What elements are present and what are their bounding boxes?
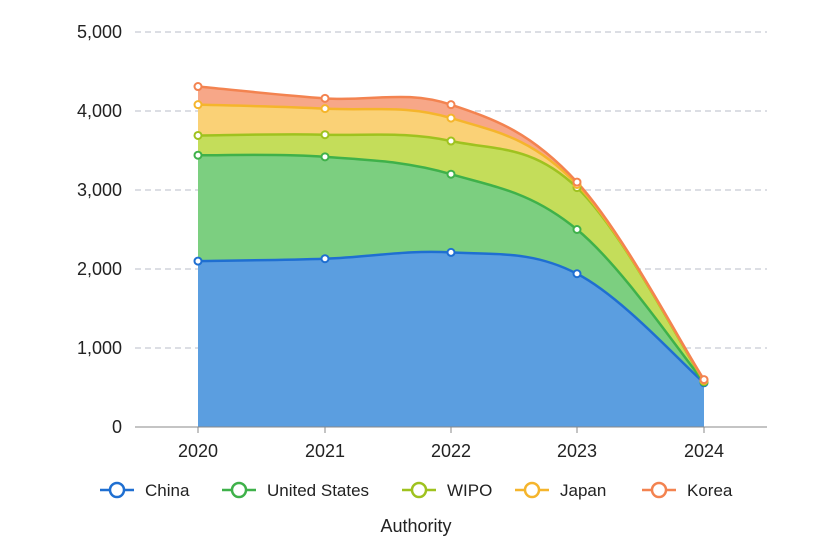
legend-item-korea[interactable]: Korea [642, 481, 733, 500]
legend-label: Japan [560, 481, 606, 500]
data-point[interactable] [574, 179, 581, 186]
y-tick-label: 2,000 [77, 259, 122, 279]
y-tick-label: 5,000 [77, 22, 122, 42]
x-tick-label: 2022 [431, 441, 471, 461]
legend-marker [652, 483, 666, 497]
legend-label: WIPO [447, 481, 492, 500]
data-point[interactable] [448, 249, 455, 256]
y-tick-label: 1,000 [77, 338, 122, 358]
data-point[interactable] [195, 152, 202, 159]
x-tick-label: 2023 [557, 441, 597, 461]
legend-item-united-states[interactable]: United States [222, 481, 369, 500]
data-point[interactable] [448, 171, 455, 178]
data-point[interactable] [195, 258, 202, 265]
y-tick-label: 0 [112, 417, 122, 437]
data-point[interactable] [322, 131, 329, 138]
data-point[interactable] [195, 132, 202, 139]
legend-marker [232, 483, 246, 497]
data-point[interactable] [448, 101, 455, 108]
legend-label: United States [267, 481, 369, 500]
data-point[interactable] [195, 101, 202, 108]
data-point[interactable] [322, 95, 329, 102]
data-point[interactable] [322, 255, 329, 262]
legend-item-wipo[interactable]: WIPO [402, 481, 492, 500]
area-chart: 0 1,000 2,000 3,000 4,000 5,000 2020 2021 2022 20… [0, 0, 832, 558]
legend: China United States WIPO Japan Korea [100, 481, 733, 500]
legend-item-japan[interactable]: Japan [515, 481, 606, 500]
data-point[interactable] [195, 83, 202, 90]
x-tick-label: 2024 [684, 441, 724, 461]
legend-label: Korea [687, 481, 733, 500]
legend-label: China [145, 481, 190, 500]
x-axis-title: Authority [380, 516, 451, 536]
y-tick-label: 3,000 [77, 180, 122, 200]
legend-marker [412, 483, 426, 497]
data-point[interactable] [701, 376, 708, 383]
x-tick-label: 2020 [178, 441, 218, 461]
data-point[interactable] [322, 105, 329, 112]
legend-item-china[interactable]: China [100, 481, 190, 500]
data-point[interactable] [448, 138, 455, 145]
data-point[interactable] [574, 270, 581, 277]
legend-marker [525, 483, 539, 497]
data-point[interactable] [448, 115, 455, 122]
x-tick-label: 2021 [305, 441, 345, 461]
chart: 0 1,000 2,000 3,000 4,000 5,000 2020 2021 2022 20… [0, 0, 832, 558]
y-tick-label: 4,000 [77, 101, 122, 121]
data-point[interactable] [574, 226, 581, 233]
data-point[interactable] [322, 153, 329, 160]
legend-marker [110, 483, 124, 497]
